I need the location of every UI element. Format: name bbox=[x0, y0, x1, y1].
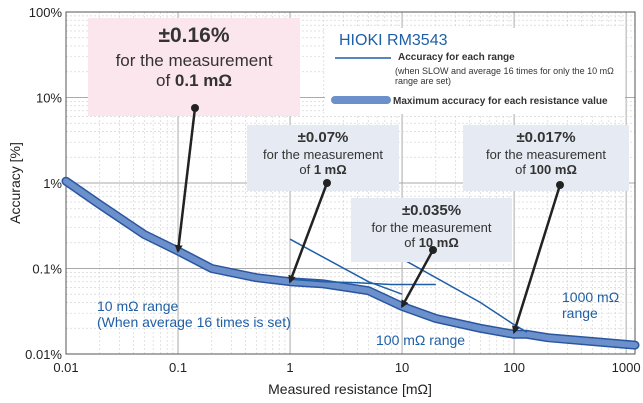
callout-text-2: of 1 mΩ bbox=[299, 162, 347, 178]
x-tick-label: 10 bbox=[395, 360, 409, 375]
x-tick-label: 100 bbox=[503, 360, 525, 375]
callout-text: for the measurement bbox=[371, 220, 492, 236]
x-axis-label: Measured resistance [mΩ] bbox=[268, 381, 432, 397]
range-label-100-mohm: 100 mΩ range bbox=[376, 332, 466, 348]
callout-value: ±0.017% bbox=[516, 129, 576, 146]
y-tick-label: 1% bbox=[43, 176, 62, 191]
x-tick-label: 0.1 bbox=[169, 360, 187, 375]
callout-text: for the measurement bbox=[486, 147, 606, 163]
legend-entry-range-note: (when SLOW and average 16 times for only… bbox=[395, 66, 614, 87]
callout-text-2: of 100 mΩ bbox=[515, 162, 577, 178]
x-tick-label: 1 bbox=[286, 360, 293, 375]
y-tick-label: 0.1% bbox=[32, 262, 62, 277]
legend-title: HIOKI RM3543 bbox=[339, 32, 448, 49]
legend: HIOKI RM3543 Accuracy for each range (wh… bbox=[325, 28, 625, 114]
y-axis-label: Accuracy [%] bbox=[7, 142, 23, 224]
x-tick-label: 1000 bbox=[612, 360, 641, 375]
callout-text: for the measurement bbox=[263, 147, 383, 163]
callout-100-mohm: ±0.017% for the measurement of 100 mΩ bbox=[463, 125, 629, 191]
range-label-1000-mohm: 1000 mΩ range bbox=[562, 289, 620, 322]
x-tick-label: 0.01 bbox=[53, 360, 78, 375]
callout-10-mohm: ±0.035% for the measurement of 10 mΩ bbox=[351, 198, 512, 262]
legend-entry-range-accuracy: Accuracy for each range bbox=[398, 52, 515, 63]
callout-value: ±0.07% bbox=[297, 129, 349, 146]
callout-0-1-mohm: ±0.16% for the measurement of 0.1 mΩ bbox=[88, 18, 300, 116]
y-tick-label: 10% bbox=[36, 91, 62, 106]
range-label-10-mohm: 10 mΩ range (When average 16 times is se… bbox=[97, 298, 291, 331]
series-max-accuracy-line bbox=[63, 178, 638, 349]
callout-1-mohm: ±0.07% for the measurement of 1 mΩ bbox=[247, 125, 399, 191]
y-tick-label: 0.01% bbox=[25, 347, 62, 362]
legend-entry-max-accuracy: Maximum accuracy for each resistance val… bbox=[393, 96, 608, 107]
legend-thin-line-sample bbox=[331, 57, 391, 104]
callout-text-2: of 0.1 mΩ bbox=[155, 70, 232, 90]
tick-labels: 0.01 0.1 1 10 100 1000 0.01% 0.1% 1% 10% 100% bbox=[25, 5, 640, 375]
callout-value: ±0.16% bbox=[158, 24, 230, 47]
callout-value: ±0.035% bbox=[401, 202, 462, 219]
callout-text: for the measurement bbox=[115, 51, 273, 71]
callout-text-2: of 10 mΩ bbox=[404, 235, 459, 251]
y-tick-label: 100% bbox=[29, 5, 63, 20]
